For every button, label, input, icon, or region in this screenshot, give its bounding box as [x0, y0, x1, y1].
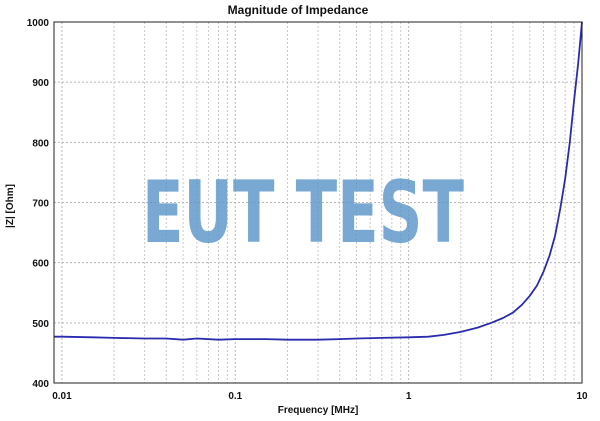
y-axis-label: |Z| [Ohm] [5, 184, 16, 228]
y-tick-label: 600 [32, 259, 49, 270]
y-tick-label: 400 [32, 379, 49, 390]
x-axis-label: Frequency [MHz] [278, 405, 359, 416]
x-tick-label: 0.01 [52, 391, 72, 402]
x-tick-label: 0.1 [228, 391, 242, 402]
y-tick-label: 900 [32, 78, 49, 89]
y-tick-label: 700 [32, 199, 49, 210]
x-tick-label: 1 [406, 391, 412, 402]
plot-frame [53, 21, 583, 384]
grid [54, 22, 582, 383]
x-tick-label: 10 [576, 391, 588, 402]
impedance-series-line [54, 21, 583, 341]
y-tick-label: 500 [32, 319, 49, 330]
y-tick-label: 800 [32, 138, 49, 149]
watermark-text: EUT TEST [142, 163, 464, 263]
series-layer [54, 21, 583, 341]
chart-title: Magnitude of Impedance [228, 3, 369, 17]
y-tick-label: 1000 [27, 18, 50, 29]
tick-labels: 0.01 0.1 1 10 400 500 600 700 800 900 1000 [27, 18, 588, 402]
